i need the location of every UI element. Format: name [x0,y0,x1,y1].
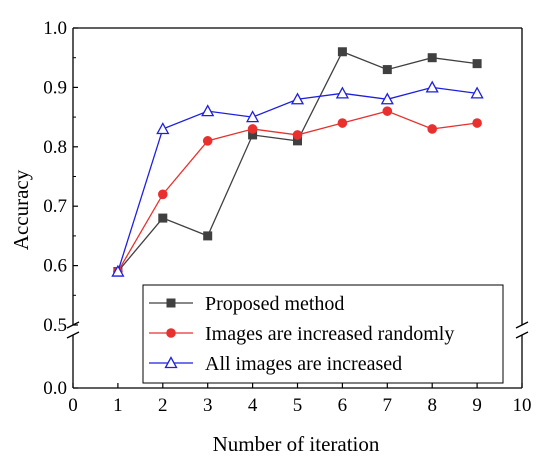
series-1-point [293,136,302,146]
y-tick-label: 0.9 [43,77,67,98]
series-3-point [470,86,484,99]
series-2-point [292,130,303,140]
x-tick-label: 6 [338,395,348,416]
series-1-point [248,130,258,140]
series-3-point [201,104,215,117]
series-3-point [335,86,349,99]
legend-box [142,284,504,384]
x-tick-label: 9 [472,395,482,416]
legend-marker [166,298,176,308]
x-tick-label: 10 [513,395,532,416]
series-1-point [337,47,347,57]
legend: Proposed method Images are increased rand… [142,284,504,384]
y-tick-label: 0.7 [43,196,67,217]
series-1-point [382,65,392,75]
series-2-point [337,118,348,128]
legend-label: Images are increased randomly [205,323,454,345]
x-tick-label: 1 [113,395,123,416]
x-tick-label: 3 [203,395,213,416]
series-1-point [427,53,437,63]
y-tick-label: 0.6 [43,256,67,277]
series-3-point [380,92,394,105]
y-tick-label: 1.0 [43,18,67,39]
y-tick-label: 0.5 [43,315,67,336]
series-3-point [156,122,170,135]
series-2-point [427,124,438,134]
y-tick-label: 0.8 [43,137,67,158]
legend-marker [164,356,178,369]
axis-break-mark [515,331,529,339]
legend-label: All images are increased [205,353,402,375]
series-3-point [290,92,305,105]
x-tick-label: 0 [68,395,78,416]
x-axis-title: Number of iteration [213,432,380,456]
series-1-point [203,231,213,241]
series-line-3 [117,86,478,272]
series-2-point [202,136,213,146]
series-2-point [382,106,393,116]
axis-break-mark [515,321,529,329]
series-2-point [472,118,482,128]
x-tick-label: 7 [383,395,393,416]
plot-area [111,47,484,277]
series-3-point [111,264,125,277]
legend-marker [166,328,176,338]
series-3-point [425,80,439,93]
axes: 0 1 2 3 4 5 6 7 8 9 10 0.0 0.5 0.6 0.7 0.8 0.9 1.0 [43,18,531,416]
series-1-point [158,213,168,223]
series-line-1 [117,50,478,272]
axis-break-mark [66,331,80,339]
y-axis-title: Accuracy [9,169,33,250]
x-tick-label: 5 [293,395,303,416]
series-2-point [247,124,258,134]
y-tick-label: 0.0 [43,378,67,399]
series-1-point [472,59,482,69]
x-tick-label: 8 [427,395,437,416]
legend-label: Proposed method [205,293,344,315]
series-2-point [158,189,168,200]
x-tick-label: 4 [248,395,258,416]
series-3-point [246,110,260,123]
x-tick-label: 2 [158,395,168,416]
